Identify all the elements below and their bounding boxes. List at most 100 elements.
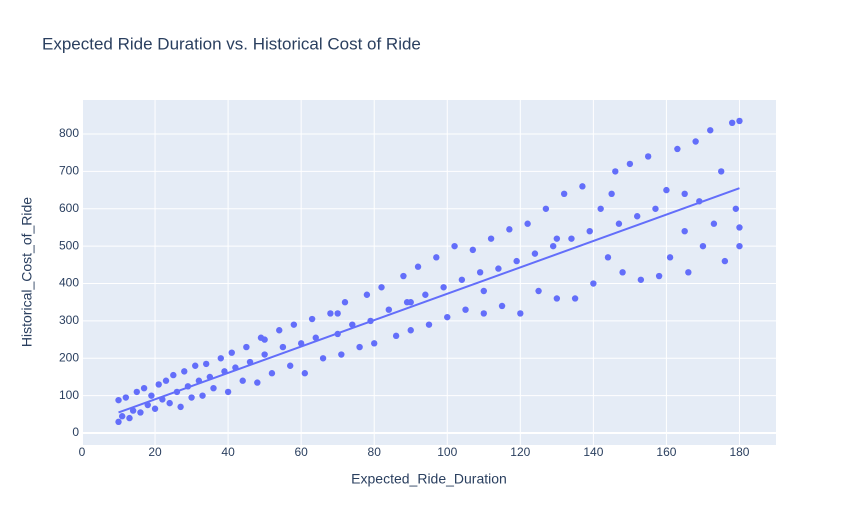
point	[268, 370, 276, 377]
y-tick-label: 500	[59, 238, 79, 252]
point	[560, 190, 568, 198]
x-tick-label: 180	[729, 445, 749, 459]
point	[579, 183, 586, 190]
point	[327, 310, 334, 317]
point	[276, 327, 283, 334]
point	[498, 302, 506, 310]
point	[736, 224, 743, 231]
point	[524, 220, 531, 227]
point	[356, 343, 363, 351]
point	[261, 336, 268, 343]
point	[615, 220, 623, 227]
point	[433, 254, 440, 261]
point	[732, 205, 740, 212]
x-tick-label: 80	[368, 445, 382, 459]
point	[363, 291, 371, 298]
point	[506, 226, 513, 233]
x-tick-label: 20	[148, 445, 162, 459]
point	[531, 250, 539, 257]
point	[115, 396, 122, 404]
point	[385, 306, 393, 313]
point	[151, 405, 159, 412]
point	[155, 381, 162, 388]
point	[736, 242, 743, 250]
point	[480, 310, 487, 317]
x-tick-label: 60	[294, 445, 308, 459]
point	[553, 235, 561, 242]
point	[261, 351, 268, 358]
point	[199, 392, 206, 399]
point	[338, 351, 345, 358]
point	[549, 242, 557, 250]
point	[192, 362, 199, 369]
point	[637, 276, 645, 283]
point	[217, 355, 224, 362]
y-tick-label: 300	[59, 313, 79, 327]
point	[655, 272, 663, 280]
grid	[81, 100, 776, 445]
point	[312, 334, 319, 341]
point	[308, 315, 316, 323]
point	[407, 327, 414, 334]
point	[444, 313, 451, 321]
point	[663, 186, 670, 194]
point	[224, 388, 232, 396]
point	[162, 377, 170, 384]
point	[425, 321, 433, 328]
point	[626, 160, 634, 168]
y-tick-label: 200	[59, 350, 79, 364]
point	[188, 394, 195, 401]
point	[290, 321, 298, 328]
point	[392, 332, 400, 340]
point	[371, 340, 378, 347]
trend-line	[118, 187, 740, 414]
point	[341, 299, 349, 306]
point	[115, 418, 122, 426]
plot-background	[82, 100, 776, 445]
point	[666, 254, 674, 261]
x-tick-label: 120	[510, 445, 530, 459]
point	[612, 168, 619, 175]
point	[177, 403, 184, 411]
point	[210, 384, 217, 392]
point	[535, 287, 542, 295]
chart-title: Expected Ride Duration vs. Historical Co…	[42, 34, 421, 53]
point	[462, 306, 469, 313]
point	[571, 295, 579, 302]
y-axis-title: Historical_Cost_of_Ride	[19, 197, 35, 347]
point	[619, 269, 626, 276]
point	[542, 205, 550, 212]
point	[126, 414, 133, 422]
point	[334, 310, 341, 317]
point	[378, 284, 385, 291]
point	[634, 213, 641, 220]
point	[319, 355, 327, 362]
point	[469, 246, 477, 254]
point	[129, 407, 137, 414]
point	[681, 227, 688, 235]
point	[451, 242, 458, 250]
point	[133, 388, 140, 396]
x-tick-label: 100	[437, 445, 457, 459]
x-tick-label: 160	[656, 445, 676, 459]
point	[608, 190, 615, 198]
x-axis-title: Expected_Ride_Duration	[351, 471, 507, 487]
point	[513, 257, 520, 265]
point	[181, 368, 188, 375]
y-tick-label: 400	[59, 276, 79, 290]
point	[681, 190, 688, 198]
point	[243, 343, 250, 351]
point	[517, 310, 524, 317]
point	[568, 235, 575, 242]
x-tick-label: 40	[221, 445, 235, 459]
point	[122, 394, 130, 401]
y-tick-label: 600	[59, 201, 79, 215]
point	[707, 127, 714, 134]
marks	[115, 117, 743, 426]
point	[458, 276, 466, 283]
y-tick-label: 800	[59, 126, 79, 140]
point	[202, 360, 210, 368]
point	[422, 291, 429, 298]
point	[586, 227, 593, 235]
y-tick-label: 0	[72, 425, 79, 439]
